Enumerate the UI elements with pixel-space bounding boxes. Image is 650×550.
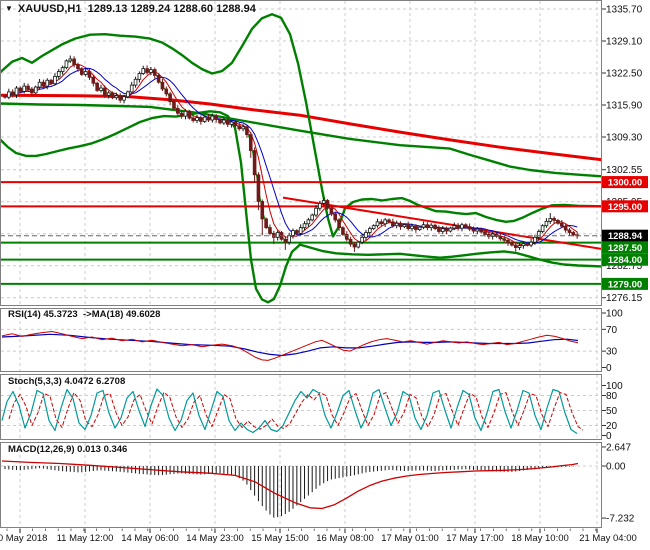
price-badge-1284.00: [602, 253, 648, 266]
svg-text:0.00: 0.00: [606, 462, 626, 473]
time-label: 14 May 06:00: [121, 533, 179, 544]
svg-text:1335.70: 1335.70: [606, 5, 643, 16]
time-label: 14 May 23:00: [186, 533, 244, 544]
svg-text:100: 100: [606, 381, 623, 392]
time-label: 16 May 08:00: [316, 533, 374, 544]
time-label: 21 May 04:00: [579, 533, 637, 544]
time-label: 17 May 17:00: [446, 533, 504, 544]
time-label: 18 May 10:00: [511, 533, 569, 544]
svg-text:-7.232: -7.232: [606, 514, 635, 525]
svg-text:0: 0: [606, 363, 612, 374]
macd-panel: [1, 460, 579, 518]
price-axis-strip: [602, 0, 650, 550]
symbol-dropdown-icon[interactable]: ▼: [5, 4, 13, 13]
svg-text:1276.15: 1276.15: [606, 293, 643, 304]
grid-layer: [1, 1, 602, 527]
stoch-panel: [1, 388, 584, 434]
price-badge-1287.50: [602, 241, 648, 254]
svg-text:70: 70: [606, 325, 618, 336]
panel-frame-0: [0, 0, 602, 306]
svg-text:1288.94: 1288.94: [608, 231, 643, 242]
svg-text:30: 30: [606, 347, 618, 358]
chart-ohlc-quotes: 1289.13 1289.24 1288.60 1288.94: [87, 3, 256, 15]
price-panel: [0, 13, 602, 304]
panel-frame-3: [0, 442, 602, 528]
svg-text:1329.10: 1329.10: [606, 36, 643, 47]
svg-text:1309.30: 1309.30: [606, 132, 643, 143]
svg-text:20: 20: [606, 421, 618, 432]
candles-layer: [3, 55, 579, 252]
chart-symbol-period: XAUUSD,H1: [17, 3, 82, 15]
svg-text:80: 80: [606, 391, 618, 402]
svg-text:1282.75: 1282.75: [606, 261, 643, 272]
time-label: 17 May 01:00: [381, 533, 439, 544]
svg-text:1279.00: 1279.00: [608, 279, 642, 290]
svg-text:1284.00: 1284.00: [608, 255, 642, 266]
svg-text:1315.90: 1315.90: [606, 100, 643, 111]
svg-text:1295.00: 1295.00: [608, 202, 642, 213]
svg-text:1300.00: 1300.00: [608, 178, 642, 189]
panel-frame-2: [0, 374, 602, 440]
svg-text:50: 50: [606, 406, 618, 417]
panel-frame-1: [0, 308, 602, 372]
price-badge-1295.00: [602, 200, 648, 213]
price-badge-1288.94: [602, 229, 648, 242]
svg-text:100: 100: [606, 309, 623, 320]
svg-text:1302.55: 1302.55: [606, 165, 643, 176]
svg-text:1322.50: 1322.50: [606, 68, 643, 79]
svg-text:1287.50: 1287.50: [608, 243, 642, 254]
chart-title: ▼ XAUUSD,H1 1289.13 1289.24 1288.60 1288.…: [5, 3, 256, 15]
time-label: 11 May 12:00: [57, 533, 114, 544]
time-label: 10 May 2018: [0, 533, 47, 544]
svg-text:0: 0: [606, 431, 612, 442]
time-label: 15 May 15:00: [251, 533, 309, 544]
time-axis: 10 May 2018 11 May 12:00 14 May 06:00 14 Ma…: [0, 528, 637, 544]
price-badge-1279.00: [602, 277, 648, 290]
rsi-panel: [1, 331, 579, 361]
svg-text:2.647: 2.647: [606, 442, 631, 453]
price-badge-1300.00: [602, 176, 648, 189]
